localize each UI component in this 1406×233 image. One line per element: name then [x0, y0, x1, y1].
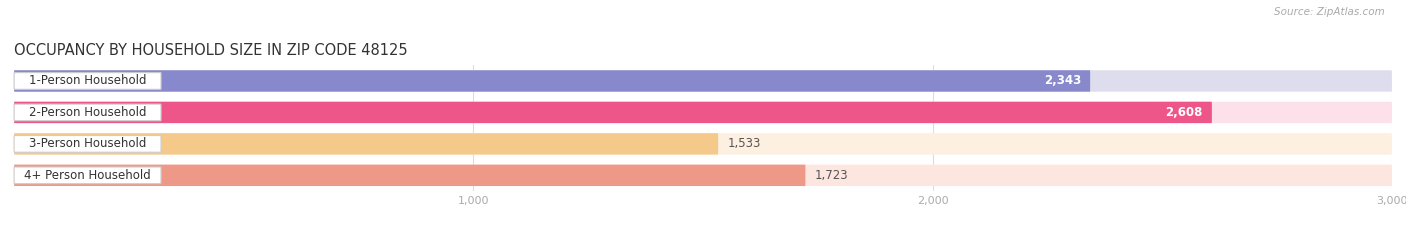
FancyBboxPatch shape: [14, 133, 718, 154]
Text: 2,343: 2,343: [1043, 75, 1081, 87]
FancyBboxPatch shape: [14, 70, 1090, 92]
FancyBboxPatch shape: [14, 73, 162, 89]
Text: OCCUPANCY BY HOUSEHOLD SIZE IN ZIP CODE 48125: OCCUPANCY BY HOUSEHOLD SIZE IN ZIP CODE …: [14, 43, 408, 58]
FancyBboxPatch shape: [14, 167, 162, 184]
Text: 2-Person Household: 2-Person Household: [28, 106, 146, 119]
Text: 1,533: 1,533: [727, 137, 761, 150]
Text: 1,723: 1,723: [814, 169, 848, 182]
Text: 4+ Person Household: 4+ Person Household: [24, 169, 150, 182]
FancyBboxPatch shape: [14, 133, 1392, 154]
FancyBboxPatch shape: [14, 165, 806, 186]
Text: Source: ZipAtlas.com: Source: ZipAtlas.com: [1274, 7, 1385, 17]
FancyBboxPatch shape: [14, 102, 1212, 123]
FancyBboxPatch shape: [14, 102, 1392, 123]
FancyBboxPatch shape: [14, 165, 1392, 186]
FancyBboxPatch shape: [14, 104, 162, 121]
Text: 3-Person Household: 3-Person Household: [30, 137, 146, 150]
Text: 1-Person Household: 1-Person Household: [28, 75, 146, 87]
FancyBboxPatch shape: [14, 70, 1392, 92]
Text: 2,608: 2,608: [1166, 106, 1202, 119]
FancyBboxPatch shape: [14, 136, 162, 152]
